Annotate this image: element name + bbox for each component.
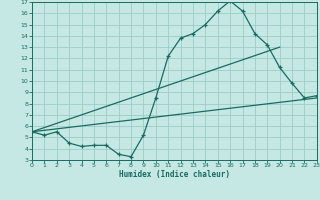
X-axis label: Humidex (Indice chaleur): Humidex (Indice chaleur) [119,170,230,179]
